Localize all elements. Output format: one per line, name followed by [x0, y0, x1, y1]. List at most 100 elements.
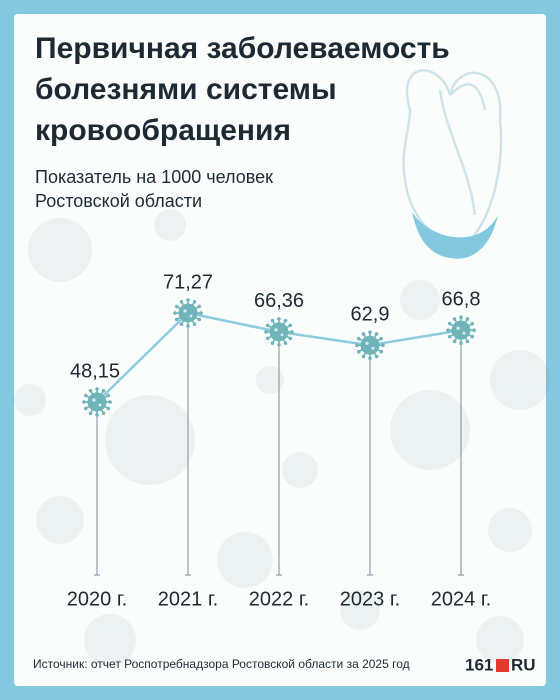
- brand-square: [496, 659, 509, 672]
- marker-spike-tip: [356, 349, 361, 354]
- value-label: 62,9: [351, 304, 390, 326]
- brand-domain: RU: [511, 655, 536, 674]
- marker-dot: [183, 309, 187, 313]
- value-label: 48,15: [70, 360, 120, 382]
- marker-dot: [280, 333, 284, 337]
- marker-spike-tip: [277, 317, 281, 321]
- marker-spike-tip: [265, 323, 270, 328]
- marker-spike-tip: [174, 317, 179, 322]
- marker-spike-tip: [101, 411, 106, 416]
- marker-spike-tip: [470, 321, 475, 326]
- marker-spike-tip: [459, 315, 463, 320]
- marker-spike-tip: [101, 388, 106, 393]
- marker-spike-tip: [106, 393, 111, 398]
- x-tick-label: 2020 г.: [67, 588, 127, 610]
- background-viruses: [14, 209, 550, 666]
- marker-body: [87, 392, 107, 412]
- marker-spike-tip: [186, 298, 190, 302]
- marker-dot: [371, 346, 375, 350]
- marker-spike-tip: [374, 354, 379, 359]
- marker-spike-tip: [355, 343, 359, 348]
- marker-spike-tip: [197, 304, 202, 309]
- virus-marker: [173, 298, 203, 328]
- marker-spike-tip: [361, 354, 366, 359]
- marker-spike-tip: [465, 339, 470, 344]
- marker-spike-tip: [179, 322, 184, 327]
- marker-spike-tip: [264, 330, 268, 334]
- heart-illustration: [402, 69, 503, 259]
- marker-spike-tip: [174, 304, 179, 309]
- marker-body: [451, 320, 471, 340]
- marker-spike-tip: [270, 318, 275, 323]
- x-tick-label: 2024 г.: [431, 588, 491, 610]
- marker-spike-tip: [179, 299, 184, 304]
- brand-number: 161: [465, 655, 493, 674]
- marker-spike-tip: [447, 334, 452, 339]
- value-label: 66,36: [254, 290, 304, 312]
- marker-spike-tip: [95, 387, 99, 391]
- virus-marker: [355, 330, 385, 361]
- marker-spike-tip: [288, 336, 293, 341]
- chart-title: Первичная заболеваемость: [35, 32, 450, 65]
- marker-spike-tip: [88, 411, 93, 416]
- marker-dot: [98, 403, 102, 407]
- marker-spike-tip: [108, 400, 112, 404]
- source: Источник: отчет Роспотребнадзора Ростовс…: [33, 657, 410, 671]
- marker-spike-tip: [192, 322, 197, 327]
- marker-spike-tip: [459, 341, 463, 346]
- marker-spike-tip: [288, 323, 293, 328]
- marker-spike-tip: [447, 321, 452, 326]
- subtitle: Ростовской области: [35, 191, 202, 211]
- marker-spike-tip: [270, 341, 275, 345]
- subtitle: Показатель на 1000 человек: [35, 167, 273, 187]
- marker-spike-tip: [197, 317, 202, 322]
- marker-body: [360, 335, 380, 355]
- panel: [14, 14, 546, 686]
- marker-spike-tip: [95, 413, 99, 417]
- marker-dot: [365, 341, 369, 345]
- marker-spike-tip: [82, 400, 86, 404]
- marker-spike-tip: [186, 324, 190, 328]
- marker-spike-tip: [106, 406, 111, 411]
- marker-spike-tip: [199, 311, 203, 315]
- marker-body: [269, 322, 289, 342]
- marker-spike-tip: [446, 328, 450, 333]
- marker-spike-tip: [452, 317, 457, 321]
- marker-dot: [274, 328, 278, 332]
- chart-title: кровообращения: [35, 114, 291, 147]
- marker-spike-tip: [283, 318, 288, 323]
- marker-spike-tip: [83, 393, 88, 398]
- virus-marker: [82, 387, 112, 417]
- marker-spike-tip: [356, 336, 361, 341]
- value-label: 66,8: [442, 288, 481, 310]
- marker-spike-tip: [379, 349, 384, 354]
- marker-spike-tip: [277, 343, 281, 347]
- virus-marker: [264, 317, 294, 347]
- marker-spike-tip: [88, 388, 93, 393]
- marker-spike-tip: [472, 328, 476, 333]
- marker-spike-tip: [192, 299, 197, 304]
- marker-spike-tip: [283, 341, 288, 345]
- marker-spike-tip: [83, 406, 88, 411]
- marker-spike-tip: [465, 317, 470, 321]
- value-label: 71,27: [163, 271, 213, 293]
- chart-title: болезнями системы: [35, 73, 337, 106]
- marker-spike-tip: [173, 311, 177, 315]
- x-tick-label: 2021 г.: [158, 588, 218, 610]
- marker-spike-tip: [374, 332, 379, 336]
- marker-spike-tip: [265, 336, 270, 341]
- marker-spike-tip: [452, 339, 457, 344]
- brand-logo: 161 RU: [465, 655, 536, 674]
- virus-marker: [446, 315, 476, 346]
- marker-spike-tip: [361, 332, 366, 336]
- marker-spike-tip: [381, 343, 385, 348]
- marker-dot: [462, 331, 466, 335]
- x-tick-label: 2023 г.: [340, 588, 400, 610]
- marker-dot: [92, 398, 96, 402]
- marker-spike-tip: [470, 334, 475, 339]
- marker-spike-tip: [368, 330, 372, 335]
- marker-dot: [456, 326, 460, 330]
- x-tick-label: 2022 г.: [249, 588, 309, 610]
- plot: 2020 г. 2021 г. 2022 г. 2023 г. 2024 г. 48,15…: [67, 271, 491, 610]
